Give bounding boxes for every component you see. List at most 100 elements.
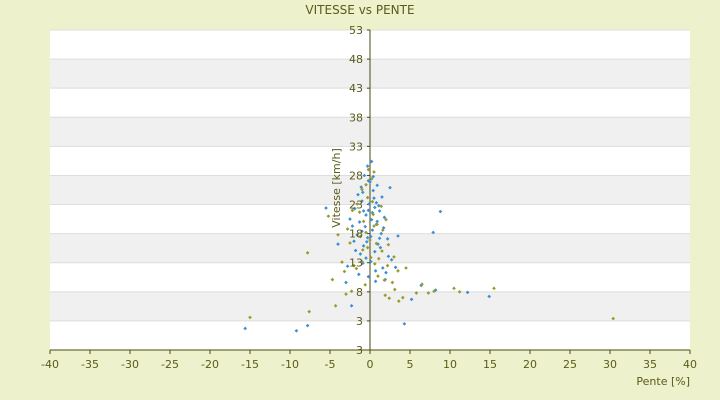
y-tick-label: 43 xyxy=(349,82,363,95)
data-point xyxy=(389,257,394,262)
data-point xyxy=(345,227,350,231)
data-point xyxy=(369,177,374,181)
data-point xyxy=(384,217,388,222)
x-tick-label: -5 xyxy=(325,358,336,371)
data-point xyxy=(352,206,357,211)
data-point xyxy=(431,230,436,235)
x-tick-labels: -40 -35 -30 -25 -20 -15 -10 -5 0 5 10 15 20 25 30 35 40 xyxy=(41,358,697,371)
data-point xyxy=(324,206,328,210)
x-tick-label: 25 xyxy=(563,358,577,371)
x-tick-label: 35 xyxy=(643,358,657,371)
data-point xyxy=(355,232,360,237)
data-point xyxy=(382,278,387,283)
x-tick-label: -40 xyxy=(41,358,59,371)
chart-title: VITESSE vs PENTE xyxy=(305,3,414,17)
data-point xyxy=(393,265,398,270)
data-point xyxy=(380,266,385,270)
data-point xyxy=(375,183,380,188)
data-point xyxy=(371,174,376,179)
data-point xyxy=(348,241,352,245)
data-point xyxy=(371,212,376,217)
data-point xyxy=(379,231,384,236)
data-point xyxy=(373,279,378,284)
data-point xyxy=(426,291,431,295)
data-point xyxy=(326,214,331,219)
data-point xyxy=(330,277,335,282)
data-point xyxy=(383,293,388,298)
data-point xyxy=(366,167,371,172)
data-point xyxy=(402,321,407,326)
data-point xyxy=(380,195,384,199)
data-point xyxy=(349,289,354,294)
data-point xyxy=(307,309,312,314)
y-tick-label: 33 xyxy=(349,140,363,153)
x-tick-label: -30 xyxy=(121,358,139,371)
data-point xyxy=(392,255,396,259)
data-point xyxy=(376,274,380,278)
data-point xyxy=(388,185,392,190)
data-point xyxy=(376,256,381,261)
x-tick-label: 15 xyxy=(483,358,497,371)
data-point xyxy=(294,328,299,333)
data-point xyxy=(361,244,366,248)
data-point xyxy=(432,289,436,294)
data-point xyxy=(368,259,373,264)
data-point xyxy=(386,254,391,259)
data-point xyxy=(362,173,367,178)
x-tick-label: 5 xyxy=(407,358,414,371)
data-point xyxy=(387,296,392,301)
data-point xyxy=(366,274,371,279)
data-point xyxy=(340,260,344,264)
data-point xyxy=(380,228,385,232)
data-point xyxy=(368,255,373,260)
data-point xyxy=(372,262,377,266)
x-tick-label: 0 xyxy=(367,358,374,371)
data-point xyxy=(353,248,358,253)
data-point xyxy=(350,208,355,213)
data-point xyxy=(358,252,363,256)
data-point xyxy=(363,224,368,229)
x-tick-label: -25 xyxy=(161,358,179,371)
data-point xyxy=(371,188,376,193)
y-tick-label: 3 xyxy=(356,315,363,328)
data-point xyxy=(360,248,365,252)
data-point xyxy=(345,264,350,269)
x-tick-label: 20 xyxy=(523,358,537,371)
y-tick-label: 23 xyxy=(349,199,363,212)
data-point xyxy=(438,209,443,214)
data-point xyxy=(364,239,369,244)
data-point xyxy=(368,180,372,184)
data-point xyxy=(380,249,384,253)
data-point xyxy=(365,164,370,168)
data-point xyxy=(354,266,359,271)
data-point xyxy=(365,235,370,240)
data-point xyxy=(452,286,456,291)
x-tick-label: -15 xyxy=(241,358,259,371)
data-point xyxy=(369,217,374,222)
data-point xyxy=(396,234,400,238)
data-point xyxy=(352,263,356,268)
x-tick-label: -35 xyxy=(81,358,99,371)
data-point xyxy=(370,228,375,232)
x-axis-label: Pente [%] xyxy=(636,375,690,388)
y-tick-label: 13 xyxy=(349,257,363,270)
data-point xyxy=(333,303,338,308)
data-point xyxy=(358,234,363,239)
data-point xyxy=(377,209,382,213)
data-point xyxy=(243,326,248,331)
data-point xyxy=(414,291,419,295)
data-point xyxy=(409,297,414,302)
data-point xyxy=(342,269,347,274)
data-point xyxy=(336,242,340,246)
data-point xyxy=(357,220,362,224)
x-tick-label: 10 xyxy=(443,358,457,371)
data-point xyxy=(370,199,375,204)
data-point xyxy=(364,230,368,235)
data-point xyxy=(364,213,368,217)
data-point xyxy=(367,202,372,206)
data-point xyxy=(396,269,400,273)
data-point xyxy=(385,237,390,241)
data-point xyxy=(374,241,379,246)
data-point xyxy=(377,236,382,241)
